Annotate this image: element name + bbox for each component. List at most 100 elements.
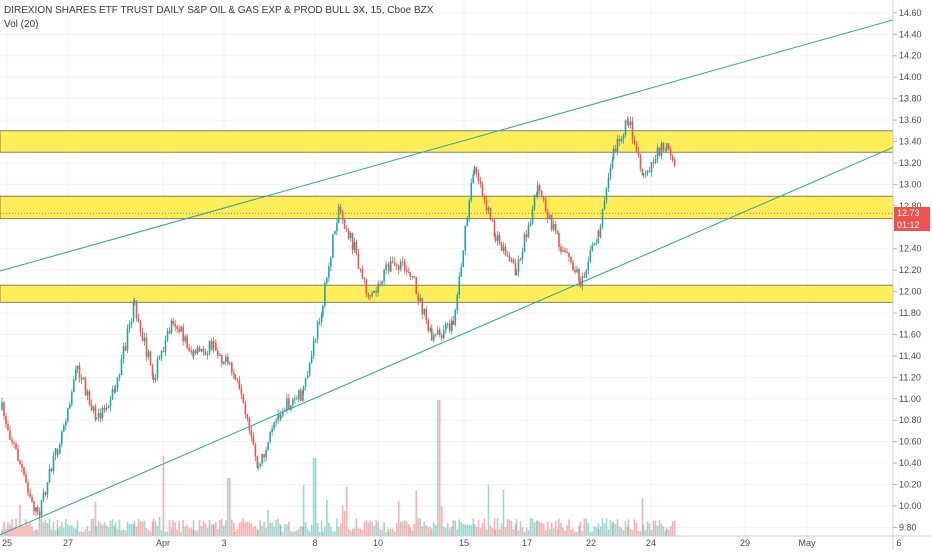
candle-body: [421, 298, 424, 315]
candle-body: [97, 413, 100, 418]
price-tick-label: 11.80: [899, 308, 921, 318]
volume-bar: [7, 522, 9, 536]
candle-body: [3, 402, 5, 417]
time-tick-label: 10: [373, 538, 383, 548]
candle-body: [151, 365, 154, 376]
candle-body: [99, 413, 102, 419]
price-tick-label: 13.40: [899, 137, 922, 147]
volume-bar: [566, 525, 568, 536]
volume-bar: [56, 519, 59, 536]
candle-body: [434, 334, 437, 336]
volume-bar: [425, 525, 428, 536]
volume-bar: [349, 530, 352, 536]
candle-body: [147, 351, 150, 357]
volume-bar: [660, 523, 663, 536]
candle-body: [359, 268, 362, 270]
price-axis[interactable]: 14.60 14.40 14.20 14.00 13.80 13.60 13.40 13.20…: [892, 0, 922, 550]
volume-bar: [341, 505, 344, 536]
volume-bar: [103, 521, 106, 536]
candle-body: [269, 432, 271, 443]
candle-body: [324, 283, 326, 307]
candle-body: [415, 277, 418, 295]
volume-bar: [162, 456, 165, 536]
candle-body: [614, 148, 617, 153]
volume-bar: [105, 525, 108, 536]
candle-body: [652, 162, 655, 164]
volume-bar: [13, 527, 15, 536]
volume-bar: [256, 529, 259, 536]
volume-bar: [572, 528, 574, 536]
volume-bar: [627, 519, 630, 536]
volume-bar: [514, 523, 517, 536]
volume-bar: [314, 458, 317, 536]
volume-bar: [90, 519, 93, 536]
volume-bar: [324, 526, 326, 536]
volume-bar: [607, 529, 610, 536]
time-axis[interactable]: 25 27 Apr 3 8 10 15 17 22 24 29 May 6: [0, 535, 932, 548]
volume-bar: [182, 519, 184, 536]
candle-body: [124, 346, 127, 351]
candle-body: [280, 415, 282, 418]
volume-bar: [622, 529, 625, 536]
candle-body: [227, 356, 229, 364]
candle-body: [369, 295, 371, 297]
candle-body: [607, 177, 610, 189]
candle-body: [477, 172, 480, 182]
volume-bar: [67, 524, 69, 536]
volume-bar: [17, 528, 19, 536]
volume-bar: [322, 531, 324, 536]
candle-body: [627, 122, 630, 126]
volume-bar: [579, 521, 582, 536]
candle-body: [40, 499, 43, 516]
volume-bar: [118, 519, 121, 536]
candle-body: [215, 342, 217, 351]
candle-body: [296, 398, 298, 400]
volume-bar: [267, 510, 269, 536]
volume-bar: [76, 520, 79, 536]
volume-bar: [479, 528, 482, 536]
candle-body: [145, 337, 148, 357]
candle-body: [298, 390, 300, 400]
volume-bar: [540, 522, 543, 536]
time-tick-label: 8: [312, 538, 317, 548]
volume-bar: [444, 528, 447, 536]
volume-bar: [452, 520, 455, 536]
volume-bar: [345, 486, 348, 536]
candle-body: [665, 143, 668, 150]
volume-bar: [391, 528, 394, 536]
candle-body: [578, 269, 580, 282]
candle-body: [514, 263, 517, 276]
volume-bar: [259, 520, 261, 536]
candle-body: [308, 363, 311, 376]
volume-bar: [282, 531, 284, 536]
price-tick-label: 14.40: [899, 29, 922, 39]
volume-indicator-label[interactable]: Vol (20): [4, 19, 39, 30]
candle-body: [622, 135, 625, 140]
candle-body: [599, 226, 602, 237]
candle-body: [479, 181, 482, 185]
candle-body: [229, 363, 231, 365]
candle-body: [244, 403, 247, 415]
volume-bar: [605, 518, 608, 536]
volume-bar: [525, 527, 528, 536]
volume-bar: [82, 531, 85, 536]
candle-body: [178, 328, 180, 332]
candle-body: [450, 320, 453, 332]
volume-bar: [496, 518, 499, 536]
candle-body: [120, 358, 123, 375]
volume-bar: [42, 522, 45, 536]
volume-bar: [86, 526, 89, 536]
candle-body: [521, 252, 524, 260]
trendlines[interactable]: [0, 19, 894, 536]
volume-bar: [152, 518, 155, 536]
candle-body: [512, 259, 515, 264]
volume-bar: [448, 528, 451, 536]
candle-body: [52, 455, 55, 472]
time-tick-label: 3: [221, 538, 226, 548]
volume-bar: [371, 521, 373, 536]
candle-body: [84, 377, 87, 396]
volume-bar: [145, 528, 148, 536]
candle-body: [430, 328, 433, 341]
